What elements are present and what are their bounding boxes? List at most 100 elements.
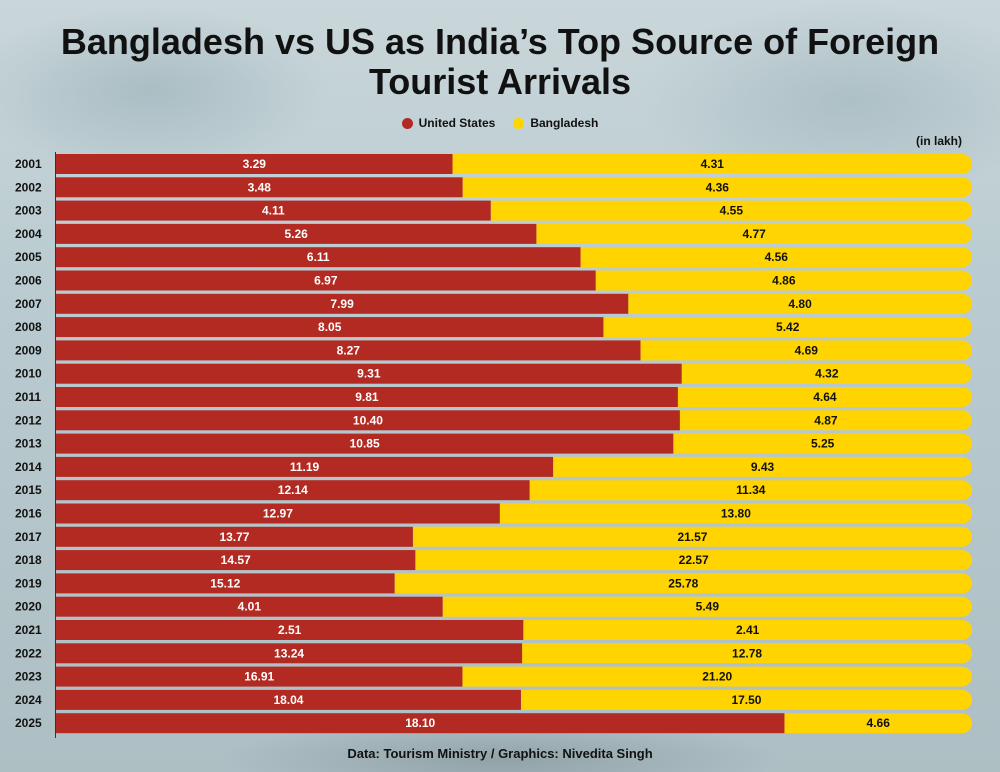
bar-united-states (56, 596, 443, 617)
value-label-united-states: 7.99 (330, 297, 354, 311)
value-label-united-states: 14.57 (221, 553, 251, 567)
value-label-united-states: 3.48 (248, 180, 272, 194)
year-label: 2005 (15, 250, 42, 264)
unit-label: (in lakh) (915, 134, 962, 148)
value-label-bangladesh: 4.66 (867, 716, 891, 730)
year-label: 2017 (15, 530, 42, 544)
value-label-united-states: 8.27 (337, 343, 361, 357)
value-label-united-states: 4.01 (238, 600, 262, 614)
value-label-united-states: 12.14 (278, 483, 308, 497)
value-label-united-states: 3.29 (243, 157, 267, 171)
bar-bangladesh (490, 200, 973, 221)
legend: United States Bangladesh (0, 116, 1000, 130)
bar-united-states (56, 433, 674, 454)
legend-swatch-united-states (401, 117, 413, 129)
value-label-united-states: 8.05 (318, 320, 342, 334)
value-label-united-states: 5.26 (285, 227, 309, 241)
bar-bangladesh (640, 340, 973, 361)
value-label-bangladesh: 5.42 (776, 320, 800, 334)
year-label: 2013 (15, 437, 42, 451)
bar-bangladesh (553, 456, 973, 477)
legend-label-bangladesh: Bangladesh (530, 116, 599, 130)
bar-united-states (56, 387, 678, 407)
bar-bangladesh (415, 550, 973, 571)
year-label: 2015 (15, 483, 42, 497)
value-label-bangladesh: 22.57 (679, 553, 709, 567)
bar-united-states (56, 154, 453, 174)
year-label: 2009 (15, 343, 42, 357)
bar-united-states (56, 270, 596, 291)
bar-united-states (56, 340, 641, 361)
legend-label-united-states: United States (418, 116, 496, 130)
year-label: 2016 (15, 507, 42, 521)
year-label: 2024 (15, 693, 42, 707)
bar-bangladesh (523, 620, 972, 640)
bar-bangladesh (677, 387, 972, 407)
value-label-bangladesh: 4.87 (814, 413, 838, 427)
legend-item-bangladesh: Bangladesh (513, 116, 598, 130)
value-label-bangladesh: 4.31 (701, 157, 725, 171)
year-label: 2011 (15, 390, 41, 404)
bar-bangladesh (536, 223, 973, 244)
year-label: 2008 (15, 320, 42, 334)
value-label-united-states: 16.91 (244, 670, 274, 684)
year-label: 2019 (15, 576, 42, 590)
year-label: 2010 (15, 367, 42, 381)
bar-bangladesh (580, 247, 972, 268)
bar-united-states (56, 317, 604, 338)
value-label-bangladesh: 21.57 (677, 530, 707, 544)
value-label-bangladesh: 12.78 (732, 646, 762, 660)
bar-bangladesh (673, 433, 973, 454)
value-label-bangladesh: 4.32 (815, 367, 839, 381)
year-label: 2018 (15, 553, 42, 567)
year-label: 2021 (15, 623, 42, 637)
bar-united-states (56, 503, 500, 524)
bar-united-states (56, 713, 785, 734)
legend-swatch-bangladesh (513, 117, 525, 129)
value-label-bangladesh: 5.25 (811, 437, 835, 451)
value-label-united-states: 15.12 (210, 576, 240, 590)
bar-bangladesh (628, 293, 973, 314)
bar-united-states (56, 177, 463, 198)
year-label: 2006 (15, 274, 42, 288)
bar-bangladesh (603, 317, 973, 338)
chart-title: Bangladesh vs US as India’s Top Source o… (60, 21, 940, 102)
source-credit: Data: Tourism Ministry / Graphics: Nived… (347, 746, 653, 761)
year-label: 2003 (15, 204, 42, 218)
bar-united-states (56, 363, 682, 384)
value-label-bangladesh: 5.49 (696, 600, 720, 614)
value-label-bangladesh: 17.50 (731, 693, 761, 707)
bar-united-states (56, 666, 463, 687)
bar-united-states (56, 456, 554, 477)
year-label: 2023 (15, 670, 42, 684)
value-label-united-states: 6.97 (314, 274, 338, 288)
bar-bangladesh (681, 363, 973, 384)
value-label-united-states: 11.19 (290, 460, 320, 474)
value-label-united-states: 2.51 (278, 623, 302, 637)
value-label-bangladesh: 4.77 (743, 227, 767, 241)
bar-bangladesh (462, 177, 973, 198)
value-label-bangladesh: 25.78 (668, 576, 698, 590)
bar-united-states (56, 247, 581, 268)
bar-united-states (56, 550, 416, 571)
value-label-united-states: 13.24 (274, 646, 304, 660)
bar-united-states (56, 293, 629, 314)
bar-bangladesh (412, 526, 973, 547)
value-label-bangladesh: 13.80 (721, 507, 751, 521)
year-label: 2022 (15, 646, 42, 660)
value-label-united-states: 10.40 (353, 413, 383, 427)
value-label-bangladesh: 21.20 (702, 670, 732, 684)
bar-united-states (56, 689, 521, 710)
year-label: 2012 (15, 413, 42, 427)
year-label: 2025 (15, 716, 42, 730)
bar-united-states (56, 643, 523, 664)
bar-united-states (56, 223, 537, 244)
bar-bangladesh (394, 573, 973, 594)
value-label-bangladesh: 2.41 (736, 623, 760, 637)
bar-bangladesh (462, 666, 973, 687)
value-label-bangladesh: 4.36 (706, 180, 730, 194)
year-label: 2002 (15, 180, 42, 194)
bar-bangladesh (522, 643, 973, 664)
value-label-bangladesh: 4.69 (795, 343, 819, 357)
